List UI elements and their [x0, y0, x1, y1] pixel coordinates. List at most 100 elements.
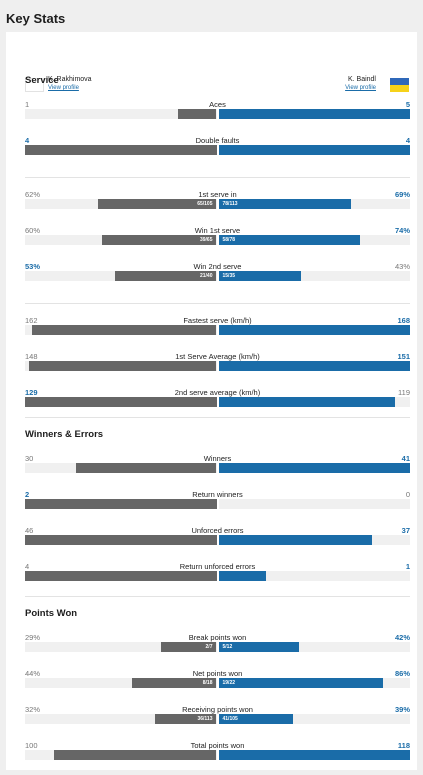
right-bar-fill: [218, 109, 410, 119]
right-value: 69%: [394, 190, 410, 199]
section-title: Winners & Errors: [25, 429, 104, 440]
right-bar-track: [218, 499, 410, 509]
right-bar-track: [218, 642, 410, 652]
left-bar-fill: [25, 571, 217, 581]
right-bar-fill: [218, 325, 410, 335]
left-bar-fill: [76, 463, 217, 473]
left-value: 4: [25, 136, 30, 145]
stat-row: 100 Total points won 118: [25, 741, 410, 763]
player-left: K. Rakhimova View profile: [48, 76, 92, 91]
left-bar-fill: [31, 325, 217, 335]
left-bar-fill: [178, 109, 217, 119]
divider: [25, 303, 410, 304]
divider: [25, 177, 410, 178]
stat-row: 44% Net points won 86% 8/18 19/22: [25, 669, 410, 691]
player-left-name: K. Rakhimova: [48, 76, 92, 83]
comparison-bar: 36/113 41/105: [25, 714, 410, 724]
comparison-bar: [25, 109, 410, 119]
right-bar-fill: [218, 145, 410, 155]
player-right-profile-link[interactable]: View profile: [345, 85, 376, 91]
left-value: 162: [25, 316, 38, 325]
right-value: 0: [405, 490, 410, 499]
player-right-flag-ukraine: [390, 78, 409, 92]
left-bar-fill: [54, 750, 217, 760]
right-value: 86%: [394, 669, 410, 678]
left-value: 53%: [25, 262, 41, 271]
left-bar-fill: 36/113: [155, 714, 217, 724]
stat-row: 62% 1st serve in 69% 65/105 78/113: [25, 190, 410, 212]
comparison-bar: [25, 571, 410, 581]
comparison-bar: [25, 463, 410, 473]
stat-label: Winners: [203, 454, 232, 463]
player-left-profile-link[interactable]: View profile: [48, 85, 79, 91]
left-bar-fill: 21/40: [115, 271, 217, 281]
left-bar-fill: 8/18: [132, 678, 217, 688]
stat-label: Net points won: [192, 669, 243, 678]
left-fraction: 2/7: [205, 644, 213, 650]
left-value: 44%: [25, 669, 41, 678]
left-bar-fill: 2/7: [160, 642, 217, 652]
left-value: 32%: [25, 705, 41, 714]
right-value: 4: [405, 136, 410, 145]
stat-row: 32% Receiving points won 39% 36/113 41/105: [25, 705, 410, 727]
stat-label: Receiving points won: [182, 705, 253, 714]
right-value: 119: [398, 388, 410, 397]
left-bar-fill: 39/65: [101, 235, 217, 245]
stat-row: 4 Double faults 4: [25, 136, 410, 158]
left-value: 30: [25, 454, 34, 463]
right-fraction: 15/35: [222, 273, 236, 279]
right-bar-fill: 41/105: [218, 714, 294, 724]
comparison-bar: [25, 535, 410, 545]
comparison-bar: 2/7 5/12: [25, 642, 410, 652]
stat-row: 162 Fastest serve (km/h) 168: [25, 316, 410, 338]
stat-row: 46 Unforced errors 37: [25, 526, 410, 548]
right-bar-fill: 58/78: [218, 235, 361, 245]
right-fraction: 19/22: [222, 680, 236, 686]
stat-row: 4 Return unforced errors 1: [25, 562, 410, 584]
right-value: 1: [405, 562, 410, 571]
comparison-bar: 65/105 78/113: [25, 199, 410, 209]
stat-row: 29% Break points won 42% 2/7 5/12: [25, 633, 410, 655]
right-value: 41: [401, 454, 410, 463]
stat-label: Return unforced errors: [179, 562, 256, 571]
right-bar-track: [218, 571, 410, 581]
comparison-bar: [25, 499, 410, 509]
right-bar-fill: [218, 463, 410, 473]
right-bar-fill: 19/22: [218, 678, 384, 688]
comparison-bar: 39/65 58/78: [25, 235, 410, 245]
left-value: 29%: [25, 633, 41, 642]
left-value: 2: [25, 490, 30, 499]
left-value: 60%: [25, 226, 41, 235]
stat-row: 148 1st Serve Average (km/h) 151: [25, 352, 410, 374]
player-right: K. Baindl View profile: [345, 76, 376, 91]
left-bar-fill: [25, 499, 217, 509]
right-fraction: 41/105: [222, 716, 238, 722]
player-left-flag: [25, 78, 44, 92]
left-fraction: 36/113: [197, 716, 213, 722]
right-value: 42%: [394, 633, 410, 642]
right-bar-fill: 15/35: [218, 271, 301, 281]
section-title: Points Won: [25, 608, 78, 619]
stat-label: Fastest serve (km/h): [183, 316, 252, 325]
page-title: Key Stats: [6, 11, 66, 26]
right-value: 151: [397, 352, 410, 361]
right-value: 168: [397, 316, 410, 325]
right-bar-fill: [218, 535, 373, 545]
right-fraction: 5/12: [222, 644, 233, 650]
left-fraction: 8/18: [202, 680, 213, 686]
right-fraction: 78/113: [222, 201, 238, 207]
right-bar-fill: [218, 397, 396, 407]
left-fraction: 39/65: [199, 237, 213, 243]
left-bar-fill: 65/105: [97, 199, 217, 209]
comparison-bar: 8/18 19/22: [25, 678, 410, 688]
stat-row: 2 Return winners 0: [25, 490, 410, 512]
player-right-name: K. Baindl: [347, 76, 376, 83]
right-bar-fill: [218, 750, 410, 760]
right-bar-track: [218, 714, 410, 724]
left-value: 4: [25, 562, 30, 571]
right-bar-fill: 78/113: [218, 199, 351, 209]
stat-row: 60% Win 1st serve 74% 39/65 58/78: [25, 226, 410, 248]
left-bar-track: [25, 714, 217, 724]
stat-label: Double faults: [195, 136, 240, 145]
left-bar-track: [25, 109, 217, 119]
